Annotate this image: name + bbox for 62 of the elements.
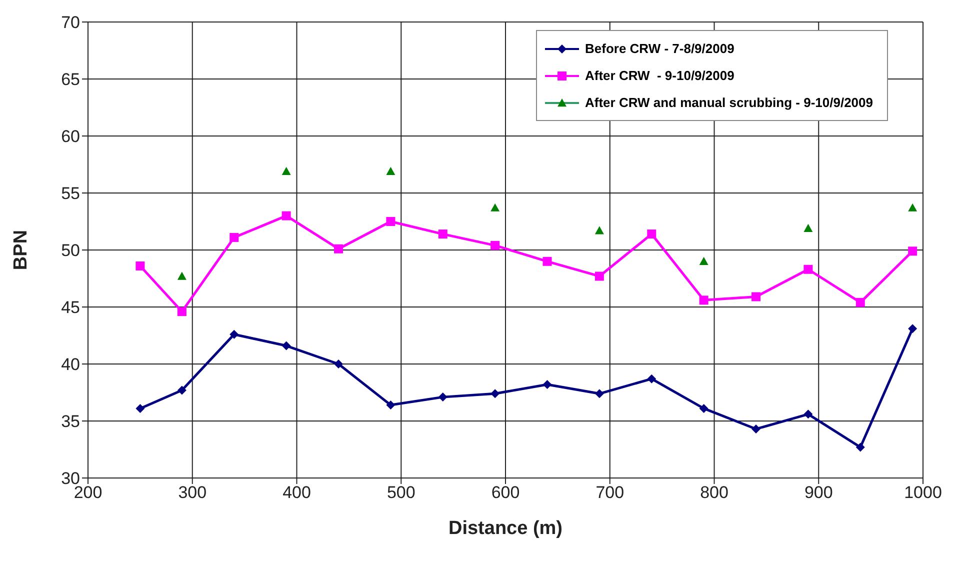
point: [136, 404, 145, 413]
point: [438, 230, 448, 239]
legend-label: After CRW and manual scrubbing - 9-10/9/2009: [585, 95, 873, 110]
point: [490, 240, 500, 250]
x-tick-label: 200: [74, 483, 102, 502]
point: [438, 392, 448, 402]
point: [752, 424, 760, 434]
point: [334, 244, 343, 254]
point: [804, 224, 813, 232]
point: [386, 166, 396, 175]
point: [908, 246, 918, 256]
y-axis-title: BPN: [10, 230, 32, 270]
x-tick-label: 600: [491, 483, 520, 502]
point: [177, 386, 186, 395]
point: [856, 298, 865, 307]
y-tick-label: 60: [61, 127, 80, 146]
point: [386, 400, 396, 410]
y-tick-label: 40: [61, 355, 80, 374]
point: [490, 203, 500, 212]
legend-label: After CRW - 9-10/9/2009: [585, 68, 734, 83]
x-tick-label: 1000: [904, 483, 942, 502]
point: [542, 256, 552, 266]
x-tick-label: 700: [596, 483, 624, 502]
point: [647, 230, 656, 239]
point: [136, 261, 145, 270]
point: [177, 307, 186, 316]
x-tick-label: 500: [386, 483, 416, 502]
y-tick-label: 45: [61, 298, 80, 318]
point: [699, 256, 708, 265]
x-tick-label: 900: [804, 483, 833, 502]
y-tick-label: 55: [61, 184, 80, 204]
point: [542, 380, 552, 390]
y-tick-label: 70: [61, 13, 80, 32]
point: [594, 226, 604, 234]
point: [282, 341, 291, 350]
point: [594, 272, 604, 281]
y-tick-label: 65: [61, 70, 80, 90]
point: [647, 374, 656, 384]
point: [282, 211, 291, 220]
point: [490, 389, 500, 398]
point: [908, 203, 918, 212]
y-tick-label: 50: [61, 241, 80, 260]
point: [699, 296, 708, 305]
y-tick-label: 35: [61, 412, 80, 432]
point: [386, 217, 396, 226]
x-axis-title: Distance (m): [448, 518, 563, 539]
point: [230, 330, 239, 339]
point: [594, 389, 604, 398]
point: [282, 166, 291, 175]
point: [804, 410, 813, 419]
point: [699, 404, 708, 413]
point: [908, 324, 918, 334]
point: [230, 232, 239, 242]
point: [334, 360, 343, 368]
legend-label: Before CRW - 7-8/9/2009: [585, 41, 734, 56]
x-tick-label: 400: [282, 483, 311, 502]
x-tick-label: 800: [700, 483, 728, 502]
x-tick-label: 300: [178, 483, 207, 502]
point: [752, 292, 760, 302]
point: [177, 272, 186, 280]
point: [804, 264, 813, 274]
point: [856, 442, 865, 452]
